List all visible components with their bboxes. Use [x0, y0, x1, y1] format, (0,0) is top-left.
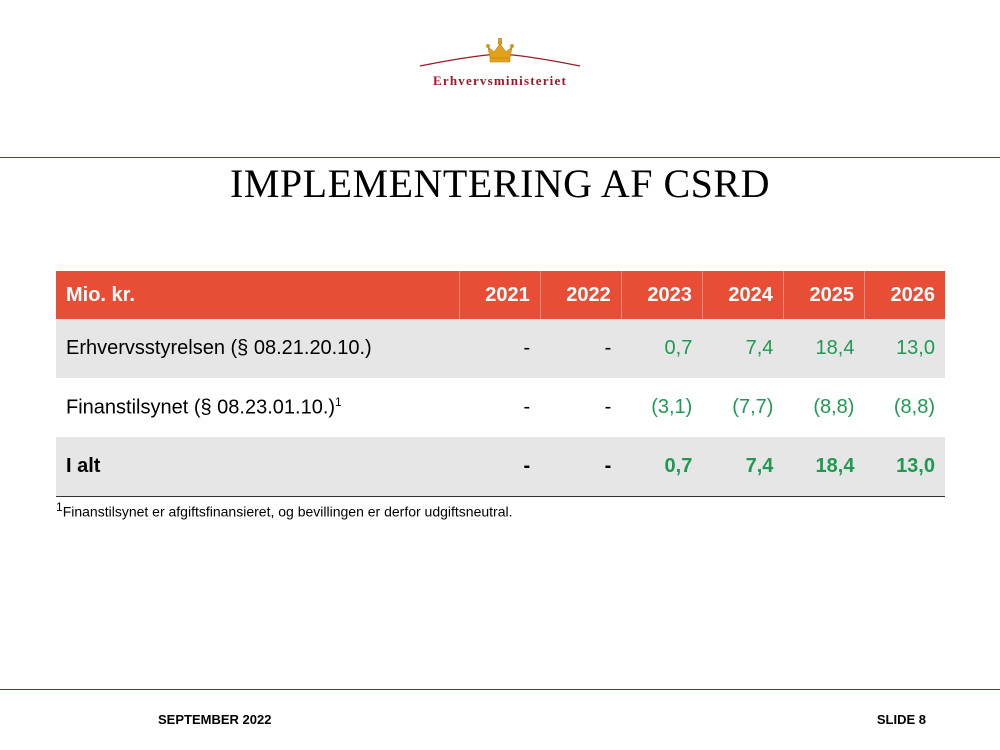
table-cell: 7,4	[745, 337, 774, 359]
top-divider	[0, 157, 1000, 158]
budget-table: Mio. kr. 2021 2022 2023 2024 2025 2026 E…	[56, 271, 945, 497]
table-cell: 18,4	[815, 337, 855, 359]
table-cell: 0,7	[664, 454, 693, 477]
table-header-row: Mio. kr. 2021 2022 2023 2024 2025 2026	[56, 271, 945, 319]
table-cell: -	[523, 454, 531, 477]
column-header: 2023	[620, 271, 703, 319]
column-header: 2024	[701, 271, 784, 319]
footnote: 1Finanstilsynet er afgiftsfinansieret, o…	[56, 500, 513, 520]
footnote-number: 1	[56, 500, 63, 514]
ministry-name: Erhvervsministeriet	[433, 73, 567, 88]
table-cell: (8,8)	[813, 396, 855, 418]
table-row: Finanstilsynet (§ 08.23.01.10.)1 - - (3,…	[56, 378, 945, 437]
table-cell: 13,0	[896, 454, 935, 477]
table-cell: -	[604, 337, 612, 359]
column-header: Mio. kr.	[66, 283, 135, 306]
crown-icon	[419, 38, 581, 67]
table-cell: 18,4	[815, 454, 855, 477]
table-cell: -	[604, 454, 612, 477]
ministry-logo: Erhvervsministeriet	[0, 38, 1000, 98]
slide-title: IMPLEMENTERING AF CSRD	[230, 161, 770, 206]
table-row-total: I alt - - 0,7 7,4 18,4 13,0	[56, 437, 945, 496]
slide-number: SLIDE 8	[876, 712, 926, 727]
row-label: Erhvervsstyrelsen (§ 08.21.20.10.)	[66, 337, 372, 359]
row-label-text: Finanstilsynet (§ 08.23.01.10.)	[66, 396, 336, 419]
table-cell: 13,0	[896, 337, 935, 359]
footer-date: SEPTEMBER 2022	[158, 712, 272, 727]
table-row: Erhvervsstyrelsen (§ 08.21.20.10.) - - 0…	[56, 319, 945, 378]
table-cell: (3,1)	[651, 396, 693, 418]
row-label: Finanstilsynet (§ 08.23.01.10.)1	[56, 378, 459, 437]
table-cell: (7,7)	[732, 396, 774, 418]
column-header: 2025	[782, 271, 865, 319]
table-cell: (8,8)	[893, 396, 935, 418]
table-cell: -	[523, 337, 531, 359]
table-cell: -	[604, 396, 612, 418]
table-cell: 7,4	[745, 454, 774, 477]
footnote-text: Finanstilsynet er afgiftsfinansieret, og…	[62, 503, 513, 520]
column-header: 2022	[539, 271, 622, 319]
table-cell: 0,7	[664, 337, 693, 359]
column-header: 2026	[863, 271, 945, 319]
bottom-divider	[0, 689, 1000, 690]
row-label: I alt	[66, 454, 101, 477]
table-cell: -	[523, 396, 531, 418]
column-header: 2021	[458, 271, 541, 319]
footnote-marker: 1	[335, 395, 342, 410]
